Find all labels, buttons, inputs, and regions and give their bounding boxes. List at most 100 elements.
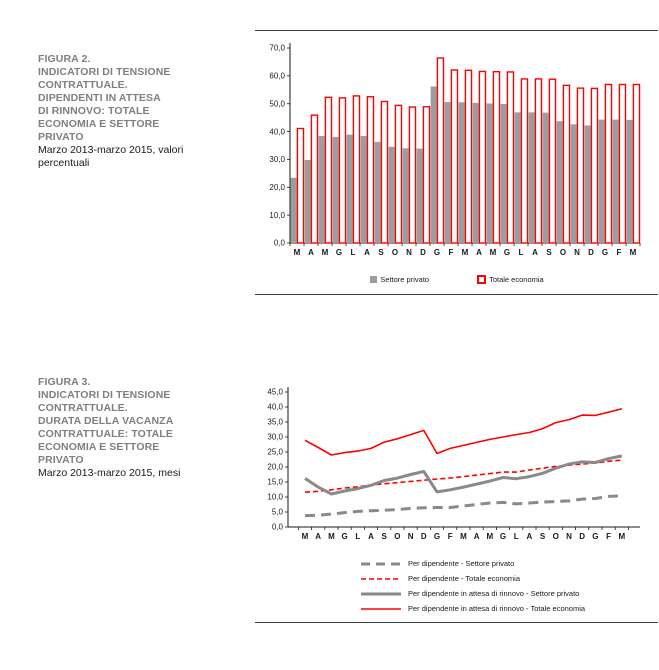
bar-totale-economia [352, 95, 361, 244]
figure3-legend-item-1: Per dipendente - Totale economia [360, 571, 659, 586]
x-tick-label: M [460, 532, 467, 541]
figure2-subtitle: Marzo 2013-marzo 2015, valori percentual… [38, 144, 184, 169]
y-tick-label: 60,0 [269, 72, 285, 81]
x-tick-label: G [602, 248, 608, 257]
y-tick-label: 40,0 [267, 403, 283, 412]
x-tick-label: L [519, 248, 524, 257]
bar-totale-economia [366, 96, 375, 244]
legend-line-sample-icon [361, 562, 401, 565]
totale-economia-swatch-icon [477, 274, 487, 284]
bar-totale-economia [324, 96, 333, 244]
bar-totale-economia [296, 127, 305, 244]
bar-totale-economia [604, 83, 613, 244]
bar-totale-economia [520, 78, 529, 244]
x-tick-label: O [392, 248, 398, 257]
line-series-3 [304, 408, 622, 456]
figure3-legend-item-0: Per dipendente - Settore privato [360, 556, 659, 571]
bar-settore-privato [346, 134, 353, 243]
x-tick-label: M [486, 532, 493, 541]
figure2-heading: FIGURA 2. INDICATORI DI TENSIONE CONTRAT… [38, 53, 171, 143]
x-tick-label: L [514, 532, 519, 541]
x-tick-label: M [462, 248, 469, 257]
bar-totale-economia [576, 87, 585, 244]
bar-totale-economia [534, 78, 543, 244]
x-tick-label: D [579, 532, 585, 541]
bar-settore-privato [514, 112, 521, 243]
y-tick-label: 25,0 [267, 448, 283, 457]
x-tick-label: S [540, 532, 546, 541]
y-tick-label: 30,0 [269, 155, 285, 164]
y-tick-label: 20,0 [269, 183, 285, 192]
figure2-legend-item-totale-economia: Totale economia [477, 274, 544, 284]
x-tick-label: N [406, 248, 412, 257]
y-tick-label: 70,0 [269, 44, 285, 53]
figure3-caption: FIGURA 3. INDICATORI DI TENSIONE CONTRAT… [38, 376, 223, 480]
bar-settore-privato [556, 121, 563, 243]
x-tick-label: O [553, 532, 559, 541]
x-tick-label: F [448, 532, 453, 541]
y-tick-label: 0,0 [272, 523, 284, 532]
figure2-legend-label: Totale economia [489, 274, 544, 284]
line-series-0 [304, 494, 622, 518]
x-tick-label: G [336, 248, 342, 257]
figure3-subtitle: Marzo 2013-marzo 2015, mesi [38, 467, 181, 479]
x-tick-label: A [474, 532, 480, 541]
bar-settore-privato [290, 177, 297, 243]
y-tick-label: 10,0 [267, 493, 283, 502]
x-tick-label: O [394, 532, 400, 541]
y-tick-label: 5,0 [272, 508, 284, 517]
bar-totale-economia [338, 97, 347, 244]
bar-totale-economia [422, 106, 431, 244]
bar-totale-economia [464, 69, 473, 244]
figure3-legend: Per dipendente - Settore privato Per dipe… [360, 556, 659, 616]
bar-totale-economia [590, 87, 599, 244]
x-tick-label: A [476, 248, 482, 257]
x-tick-label: M [490, 248, 497, 257]
figure3-legend-label: Per dipendente - Totale economia [408, 574, 521, 583]
settore-privato-swatch-icon [370, 275, 378, 283]
y-tick-label: 30,0 [267, 433, 283, 442]
figure2-legend: Settore privato Totale economia [255, 272, 659, 286]
x-tick-label: A [527, 532, 533, 541]
y-tick-label: 15,0 [267, 478, 283, 487]
figure3-bottom-rule [255, 622, 658, 623]
x-tick-label: N [574, 248, 580, 257]
bar-settore-privato [472, 102, 479, 243]
bar-totale-economia [478, 70, 487, 244]
y-tick-label: 50,0 [269, 99, 285, 108]
x-tick-label: A [315, 532, 321, 541]
x-tick-label: G [434, 248, 440, 257]
figure3-legend-item-3: Per dipendente in attesa di rinnovo - To… [360, 601, 659, 616]
x-tick-label: F [449, 248, 454, 257]
bar-settore-privato [626, 119, 633, 243]
bar-totale-economia [436, 57, 445, 244]
bar-totale-economia [618, 83, 627, 244]
bar-settore-privato [570, 124, 577, 243]
x-tick-label: M [302, 532, 309, 541]
figure3-legend-label: Per dipendente in attesa di rinnovo - Se… [408, 589, 580, 598]
x-tick-label: F [617, 248, 622, 257]
bar-totale-economia [380, 100, 389, 244]
bar-settore-privato [486, 103, 493, 243]
x-tick-label: L [355, 532, 360, 541]
x-tick-label: M [630, 248, 637, 257]
x-tick-label: G [341, 532, 347, 541]
x-tick-label: O [560, 248, 566, 257]
x-tick-label: A [308, 248, 314, 257]
bar-settore-privato [500, 103, 507, 243]
figure3-line-chart: 0,05,010,015,020,025,030,035,040,045,0M A… [267, 387, 640, 541]
x-tick-label: D [588, 248, 594, 257]
bar-totale-economia [632, 83, 641, 244]
x-tick-label: F [606, 532, 611, 541]
y-tick-label: 0,0 [274, 239, 286, 248]
bar-settore-privato [332, 136, 339, 243]
figure2-bottom-rule [255, 294, 658, 295]
x-tick-label: M [322, 248, 329, 257]
figure2-legend-item-settore-privato: Settore privato [370, 275, 429, 284]
x-tick-label: N [408, 532, 414, 541]
x-tick-label: G [592, 532, 598, 541]
legend-line-sample-icon [361, 592, 401, 595]
x-tick-label: S [378, 248, 384, 257]
figure3-heading: FIGURA 3. INDICATORI DI TENSIONE CONTRAT… [38, 376, 174, 466]
figure2-top-rule [255, 30, 658, 31]
